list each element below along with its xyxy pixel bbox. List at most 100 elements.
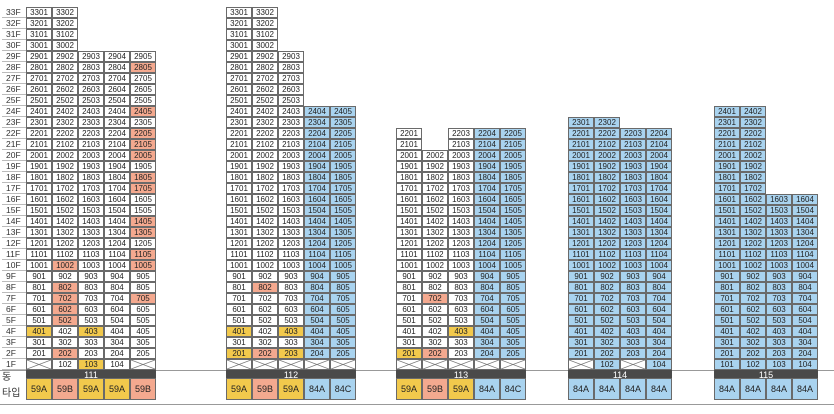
unit-cell: 2303: [278, 117, 304, 128]
unit-cell: 2004: [304, 150, 330, 161]
unit-cell: 1803: [448, 172, 474, 183]
unit-cell: 403: [78, 326, 104, 337]
unit-cell: 2603: [278, 84, 304, 95]
unit-cell: 805: [500, 282, 526, 293]
unit-cell: 402: [52, 326, 78, 337]
unit-cell: 1302: [422, 227, 448, 238]
unit-cell: 2704: [104, 73, 130, 84]
unit-cell: 1401: [396, 216, 422, 227]
unit-cell: 1504: [304, 205, 330, 216]
unit-cell: 305: [130, 337, 156, 348]
unit-cell: 2301: [226, 117, 252, 128]
unit-cell: 1103: [620, 249, 646, 260]
unit-cell: 1403: [448, 216, 474, 227]
unit-cell: 702: [594, 293, 620, 304]
unit-cell: 904: [474, 271, 500, 282]
unit-cell: 2103: [78, 139, 104, 150]
unit-cell: 1303: [620, 227, 646, 238]
unit-cell: 401: [396, 326, 422, 337]
unit-cell: 1502: [740, 205, 766, 216]
unit-cell: 1003: [278, 260, 304, 271]
unit-cell: 503: [278, 315, 304, 326]
unit-cell: 1104: [792, 249, 818, 260]
unit-cell: 705: [130, 293, 156, 304]
unit-cell: 804: [474, 282, 500, 293]
unit-cell: 201: [714, 348, 740, 359]
unit-type-box: 59A: [226, 378, 252, 400]
unit-cell: 802: [740, 282, 766, 293]
empty-unit-cross-icon: [130, 359, 156, 370]
unit-cell: 1502: [594, 205, 620, 216]
unit-cell: 1802: [52, 172, 78, 183]
unit-cell: 502: [252, 315, 278, 326]
unit-cell: 1203: [620, 238, 646, 249]
unit-cell: 2102: [252, 139, 278, 150]
unit-cell: 1005: [330, 260, 356, 271]
unit-cell: 2201: [226, 128, 252, 139]
unit-cell: 602: [740, 304, 766, 315]
unit-cell: 1605: [330, 194, 356, 205]
floor-label: 33F: [2, 7, 26, 18]
unit-cell: 203: [766, 348, 792, 359]
unit-cell: 2601: [26, 84, 52, 95]
unit-cell: 1701: [714, 183, 740, 194]
unit-cell: 2802: [252, 62, 278, 73]
unit-cell: 1501: [568, 205, 594, 216]
unit-cell: 2103: [448, 139, 474, 150]
unit-cell: 1601: [568, 194, 594, 205]
unit-cell: 1704: [646, 183, 672, 194]
unit-cell: 2104: [104, 139, 130, 150]
unit-cell: 302: [52, 337, 78, 348]
unit-cell: 101: [714, 359, 740, 370]
unit-cell: 1702: [422, 183, 448, 194]
unit-cell: 104: [792, 359, 818, 370]
unit-cell: 903: [620, 271, 646, 282]
unit-cell: 503: [78, 315, 104, 326]
unit-cell: 805: [330, 282, 356, 293]
unit-cell: 2405: [130, 106, 156, 117]
unit-cell: 2804: [104, 62, 130, 73]
floor-label: 27F: [2, 73, 26, 84]
unit-cell: 1101: [26, 249, 52, 260]
unit-cell: 1704: [474, 183, 500, 194]
unit-cell: 2001: [26, 150, 52, 161]
unit-cell: 2203: [278, 128, 304, 139]
unit-cell: 2201: [396, 128, 422, 139]
unit-cell: 1105: [500, 249, 526, 260]
unit-cell: 1502: [422, 205, 448, 216]
empty-unit-cross-icon: [278, 359, 304, 370]
unit-cell: 203: [620, 348, 646, 359]
unit-cell: 1001: [26, 260, 52, 271]
unit-cell: 2102: [740, 139, 766, 150]
unit-cell: 1902: [252, 161, 278, 172]
unit-cell: 1501: [396, 205, 422, 216]
unit-cell: 2205: [330, 128, 356, 139]
unit-cell: 2005: [500, 150, 526, 161]
floor-label: 14F: [2, 216, 26, 227]
unit-cell: 3002: [52, 40, 78, 51]
unit-cell: 1003: [766, 260, 792, 271]
floor-label: 23F: [2, 117, 26, 128]
unit-cell: 303: [278, 337, 304, 348]
divider: [0, 404, 834, 405]
unit-cell: 303: [448, 337, 474, 348]
unit-cell: 2602: [52, 84, 78, 95]
unit-cell: 204: [646, 348, 672, 359]
unit-cell: 2002: [422, 150, 448, 161]
unit-cell: 2104: [474, 139, 500, 150]
unit-cell: 1503: [620, 205, 646, 216]
floor-label: 8F: [2, 282, 26, 293]
unit-cell: 502: [52, 315, 78, 326]
unit-cell: 603: [278, 304, 304, 315]
unit-cell: 1103: [78, 249, 104, 260]
floor-label: 24F: [2, 106, 26, 117]
unit-cell: 1005: [130, 260, 156, 271]
unit-cell: 104: [646, 359, 672, 370]
unit-cell: 905: [500, 271, 526, 282]
unit-cell: 2202: [594, 128, 620, 139]
unit-type-box: 59A: [26, 378, 52, 400]
unit-cell: 303: [78, 337, 104, 348]
unit-cell: 2304: [304, 117, 330, 128]
unit-cell: 402: [740, 326, 766, 337]
unit-cell: 2401: [226, 106, 252, 117]
